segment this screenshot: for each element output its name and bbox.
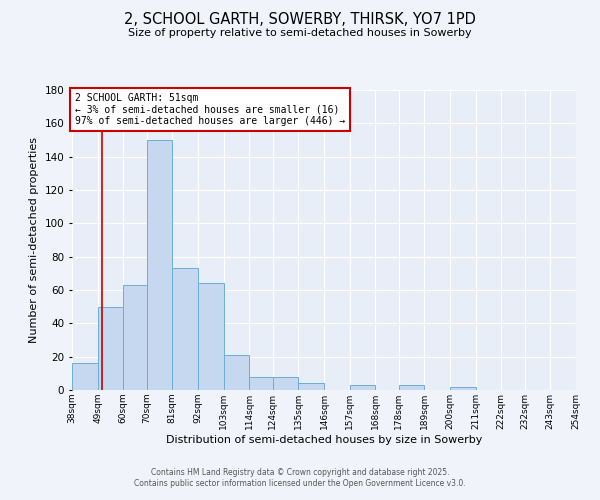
Bar [98,306,124,390]
Bar [298,384,324,390]
Text: Size of property relative to semi-detached houses in Sowerby: Size of property relative to semi-detach… [128,28,472,38]
Bar [124,285,146,390]
Bar [398,385,424,390]
Bar [450,386,476,390]
Bar [350,385,376,390]
Bar [224,355,250,390]
Bar [250,376,272,390]
Bar [272,376,298,390]
Bar [198,284,224,390]
Text: Contains HM Land Registry data © Crown copyright and database right 2025.
Contai: Contains HM Land Registry data © Crown c… [134,468,466,487]
Bar [146,140,172,390]
Text: 2, SCHOOL GARTH, SOWERBY, THIRSK, YO7 1PD: 2, SCHOOL GARTH, SOWERBY, THIRSK, YO7 1P… [124,12,476,28]
X-axis label: Distribution of semi-detached houses by size in Sowerby: Distribution of semi-detached houses by … [166,434,482,444]
Text: 2 SCHOOL GARTH: 51sqm
← 3% of semi-detached houses are smaller (16)
97% of semi-: 2 SCHOOL GARTH: 51sqm ← 3% of semi-detac… [74,93,345,126]
Bar [576,388,600,390]
Bar [72,364,98,390]
Bar [172,268,198,390]
Y-axis label: Number of semi-detached properties: Number of semi-detached properties [29,137,39,343]
